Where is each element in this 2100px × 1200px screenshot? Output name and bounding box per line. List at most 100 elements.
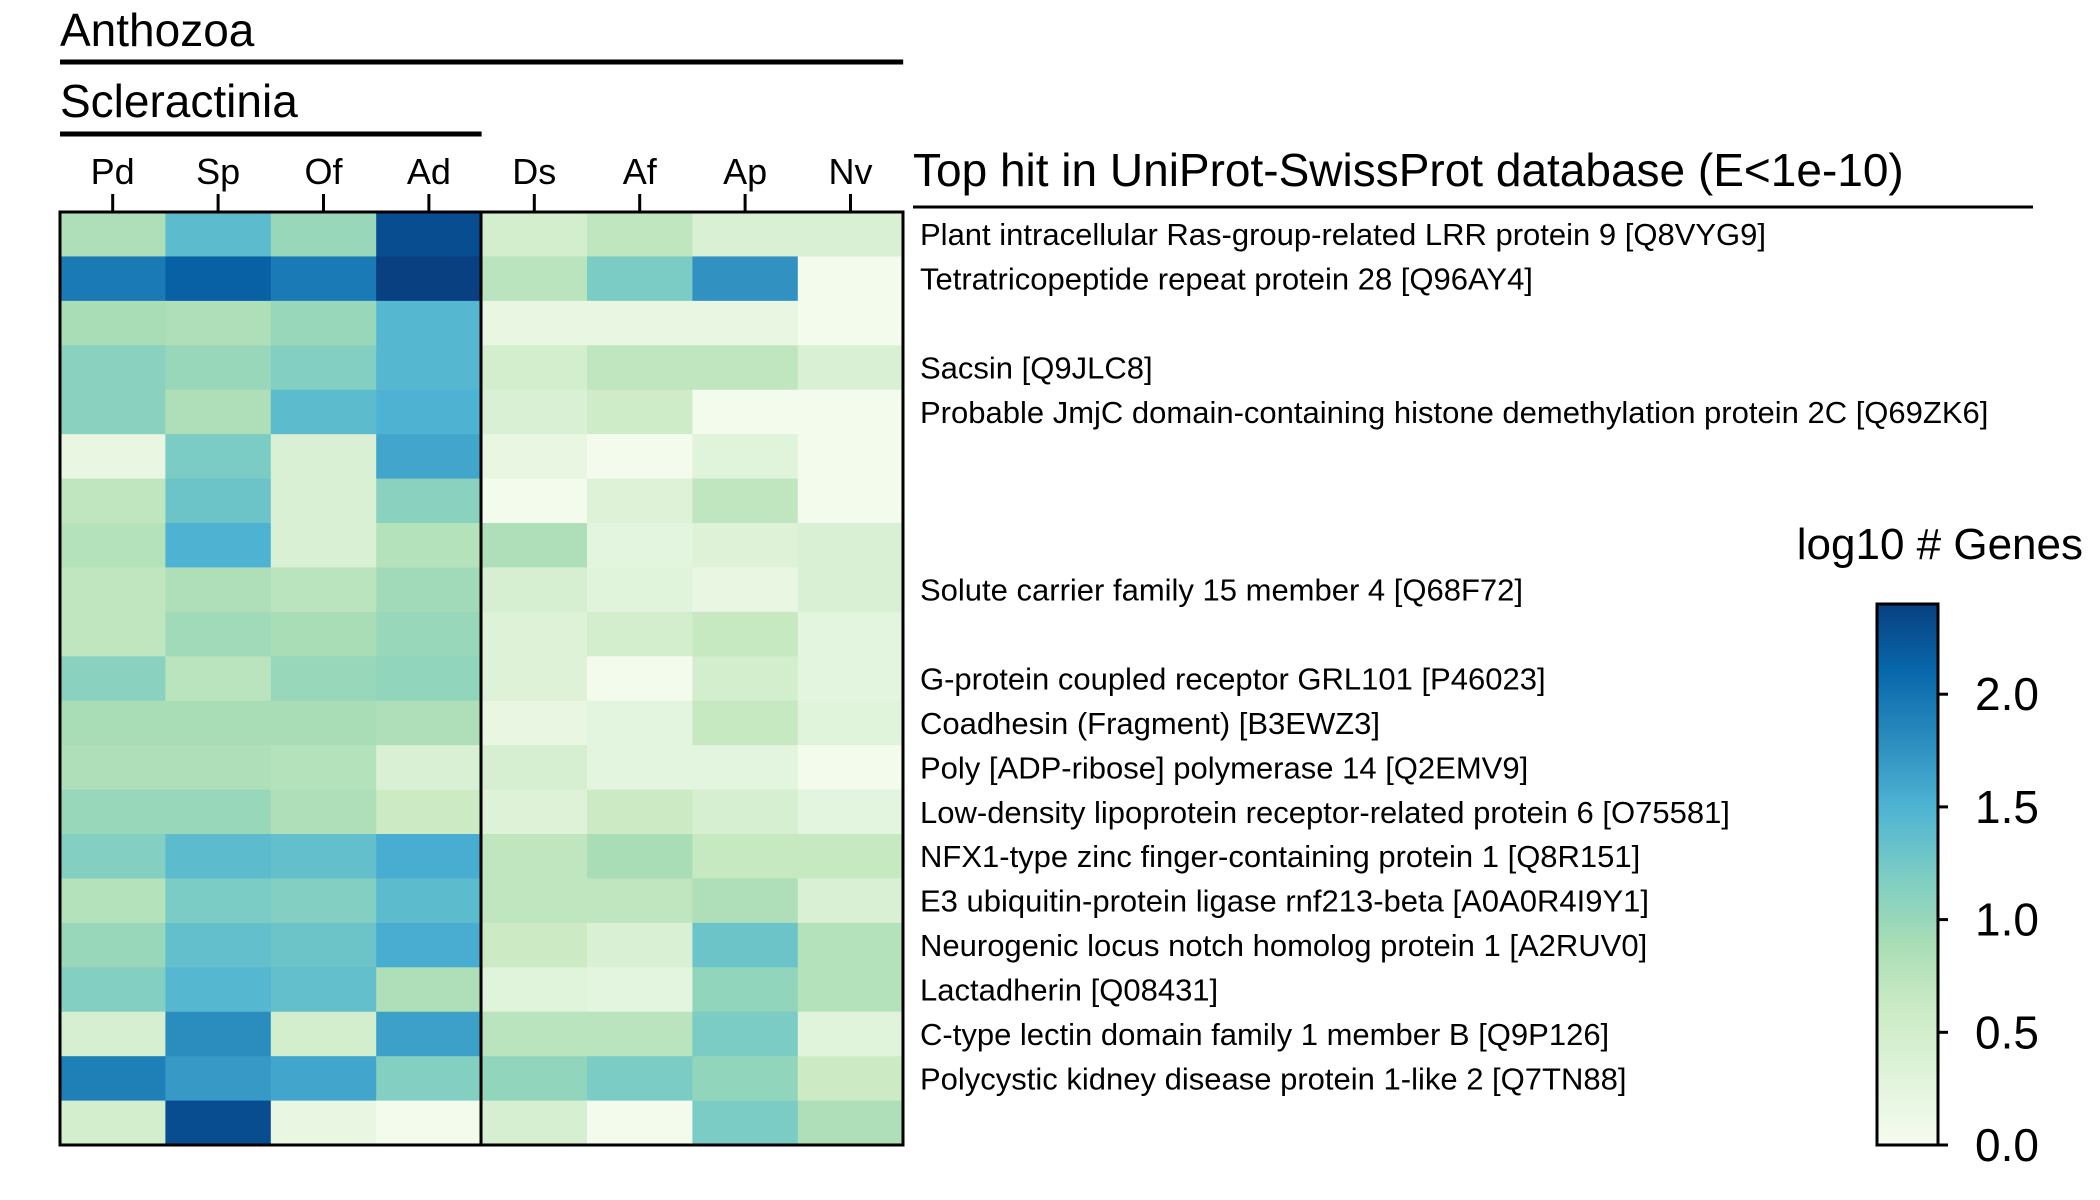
heatmap-cell-ap-row-10 — [692, 611, 799, 657]
heatmap-cell-ap-row-17 — [692, 922, 799, 968]
heatmap-cell-ds-row-13 — [481, 745, 588, 791]
heatmap-cell-of-row-1 — [270, 212, 377, 258]
heatmap-cell-of-row-4 — [270, 345, 377, 391]
heatmap-cell-ap-row-8 — [692, 523, 799, 569]
heatmap-cell-sp-row-20 — [165, 1056, 272, 1102]
heatmap-cell-ap-row-20 — [692, 1056, 799, 1102]
heatmap-cell-af-row-2 — [587, 256, 693, 302]
heatmap-cell-pd-row-2 — [60, 256, 166, 302]
heatmap-cell-of-row-14 — [270, 789, 377, 835]
heatmap-cell-of-row-5 — [270, 389, 377, 435]
heatmap-cell-sp-row-8 — [165, 523, 272, 569]
heatmap-cell-of-row-2 — [270, 256, 377, 302]
heatmap-cell-pd-row-7 — [60, 478, 166, 524]
heatmap-cell-nv-row-16 — [797, 878, 904, 924]
heatmap-cell-ad-row-9 — [376, 567, 483, 613]
heatmap-cell-af-row-4 — [587, 345, 693, 391]
heatmap-cell-pd-row-9 — [60, 567, 166, 613]
heatmap-cell-sp-row-18 — [165, 967, 272, 1013]
heatmap-cell-af-row-1 — [587, 212, 693, 258]
heatmap-cell-pd-row-20 — [60, 1056, 166, 1102]
heatmap-cell-ad-row-19 — [376, 1011, 483, 1057]
heatmap-cell-ds-row-11 — [481, 656, 588, 702]
heatmap-cell-of-row-16 — [270, 878, 377, 924]
heatmap-cell-ad-row-20 — [376, 1056, 483, 1102]
heatmap-cell-ad-row-17 — [376, 922, 483, 968]
heatmap-cell-ap-row-5 — [692, 389, 799, 435]
heatmap-cell-af-row-13 — [587, 745, 693, 791]
heatmap-cell-af-row-5 — [587, 389, 693, 435]
heatmap-cell-nv-row-2 — [797, 256, 904, 302]
heatmap-cell-ds-row-18 — [481, 967, 588, 1013]
heatmap-cell-ap-row-11 — [692, 656, 799, 702]
heatmap-cell-nv-row-5 — [797, 389, 904, 435]
heatmap-cell-af-row-9 — [587, 567, 693, 613]
heatmap-cell-ap-row-2 — [692, 256, 799, 302]
heatmap-cell-ad-row-13 — [376, 745, 483, 791]
heatmap-cell-of-row-6 — [270, 434, 377, 480]
heatmap-cell-pd-row-6 — [60, 434, 166, 480]
heatmap-cell-af-row-15 — [587, 834, 693, 880]
row-label-17: Neurogenic locus notch homolog protein 1… — [920, 928, 1647, 963]
heatmap-cell-sp-row-21 — [165, 1100, 272, 1146]
row-label-14: Low-density lipoprotein receptor-related… — [920, 795, 1730, 830]
heatmap-cell-ds-row-8 — [481, 523, 588, 569]
heatmap-cell-nv-row-12 — [797, 700, 904, 746]
heatmap-cell-of-row-19 — [270, 1011, 377, 1057]
heatmap-cell-ds-row-14 — [481, 789, 588, 835]
heatmap-cell-nv-row-21 — [797, 1100, 904, 1146]
column-label-ds: Ds — [512, 151, 556, 192]
row-label-15: NFX1-type zinc finger-containing protein… — [920, 839, 1640, 874]
colorbar-gradient — [1875, 602, 1940, 1147]
heatmap-cell-nv-row-3 — [797, 300, 904, 346]
heatmap-cell-nv-row-7 — [797, 478, 904, 524]
heatmap-cell-ds-row-6 — [481, 434, 588, 480]
heatmap-cell-af-row-20 — [587, 1056, 693, 1102]
heatmap-cell-of-row-15 — [270, 834, 377, 880]
heatmap-cell-sp-row-12 — [165, 700, 272, 746]
column-label-ad: Ad — [407, 151, 451, 192]
row-label-18: Lactadherin [Q08431] — [920, 973, 1218, 1008]
row-label-13: Poly [ADP-ribose] polymerase 14 [Q2EMV9] — [920, 750, 1528, 785]
heatmap-cell-ad-row-18 — [376, 967, 483, 1013]
column-label-pd: Pd — [91, 151, 135, 192]
row-header-title: Top hit in UniProt-SwissProt database (E… — [913, 144, 1904, 196]
heatmap-cell-ad-row-11 — [376, 656, 483, 702]
heatmap-cell-ap-row-16 — [692, 878, 799, 924]
column-label-of: Of — [304, 151, 343, 192]
group-label-scleractinia: Scleractinia — [60, 75, 298, 127]
row-label-1: Plant intracellular Ras-group-related LR… — [920, 217, 1766, 252]
heatmap-cell-of-row-10 — [270, 611, 377, 657]
heatmap-cell-ap-row-13 — [692, 745, 799, 791]
heatmap-cell-sp-row-9 — [165, 567, 272, 613]
heatmap-cell-af-row-18 — [587, 967, 693, 1013]
heatmap-cell-pd-row-10 — [60, 611, 166, 657]
heatmap-cell-af-row-6 — [587, 434, 693, 480]
heatmap-cell-sp-row-13 — [165, 745, 272, 791]
heatmap-cell-pd-row-18 — [60, 967, 166, 1013]
heatmap-cell-ap-row-3 — [692, 300, 799, 346]
heatmap-cells — [60, 212, 904, 1146]
heatmap-cell-sp-row-1 — [165, 212, 272, 258]
heatmap-cell-nv-row-17 — [797, 922, 904, 968]
heatmap-cell-nv-row-6 — [797, 434, 904, 480]
row-label-5: Probable JmjC domain-containing histone … — [920, 395, 1988, 430]
colorbar-tick-label: 1.0 — [1975, 894, 2039, 946]
heatmap-cell-ds-row-9 — [481, 567, 588, 613]
heatmap-cell-af-row-17 — [587, 922, 693, 968]
heatmap-cell-ap-row-19 — [692, 1011, 799, 1057]
heatmap-cell-pd-row-11 — [60, 656, 166, 702]
row-labels: Plant intracellular Ras-group-related LR… — [920, 217, 1988, 1096]
heatmap-cell-of-row-11 — [270, 656, 377, 702]
heatmap-cell-ds-row-20 — [481, 1056, 588, 1102]
heatmap-cell-pd-row-16 — [60, 878, 166, 924]
heatmap-cell-nv-row-8 — [797, 523, 904, 569]
heatmap-cell-sp-row-7 — [165, 478, 272, 524]
heatmap-cell-ap-row-21 — [692, 1100, 799, 1146]
heatmap-cell-ad-row-7 — [376, 478, 483, 524]
heatmap-cell-ds-row-15 — [481, 834, 588, 880]
heatmap-cell-nv-row-19 — [797, 1011, 904, 1057]
heatmap-cell-sp-row-17 — [165, 922, 272, 968]
heatmap-cell-nv-row-9 — [797, 567, 904, 613]
heatmap-cell-pd-row-13 — [60, 745, 166, 791]
